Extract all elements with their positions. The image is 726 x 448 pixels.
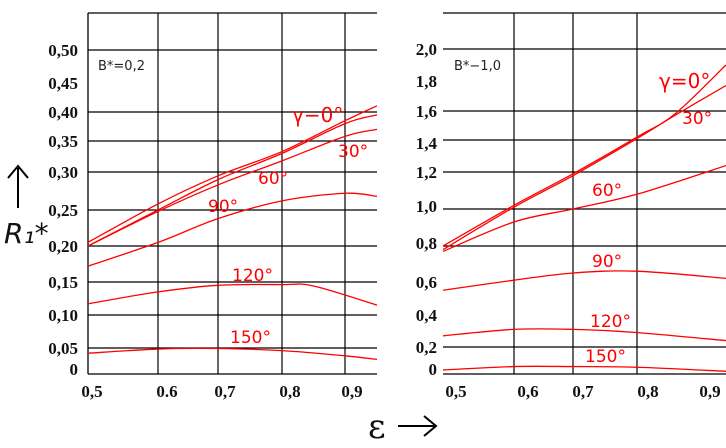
series-label: γ=0° (659, 69, 710, 93)
series-line-30deg (442, 84, 726, 251)
series-label: 120° (590, 312, 631, 332)
series-label: 30° (338, 142, 368, 162)
y-tick-label: 1,4 (416, 134, 438, 153)
y-tick-label: 0,35 (48, 132, 78, 151)
y-tick-label: 1,2 (416, 163, 437, 182)
series-label: 30° (682, 109, 712, 129)
series-label: γ−0° (292, 103, 343, 127)
x-axis-arrowhead-icon (423, 415, 438, 437)
x-axis-label: ε (368, 407, 386, 447)
series-line-150deg (442, 365, 726, 372)
series-line-150deg (87, 347, 378, 361)
y-tick-label: 0,6 (416, 273, 437, 292)
y-axis-label: R₁* (4, 217, 49, 250)
series-label: 90° (208, 197, 238, 217)
y-tick-label: 1,8 (416, 72, 437, 91)
chart-panel-1: 0,5 0.6 0,7 0,8 0,9 0,50 0,45 0,40 0,35 0,30 0,25 0… (48, 12, 378, 401)
y-tick-label: 0,2 (416, 338, 437, 357)
x-tick-label: 0,8 (637, 382, 658, 401)
x-tick-label: 0.6 (156, 382, 177, 401)
y-tick-label: 0,8 (416, 234, 437, 253)
series-label: 150° (230, 328, 271, 348)
series-label: 90° (592, 252, 622, 272)
series-label: 120° (232, 266, 273, 286)
series-line-0deg (87, 105, 378, 243)
y-tick-label: 0,30 (48, 163, 78, 182)
chart-panel-2: 0,5 0,6 0,7 0,8 0,9 2,0 1,8 1,6 1,4 1,2 1,0 0,8 0,6 0… (416, 12, 726, 401)
x-tick-label: 0,9 (341, 382, 362, 401)
series-line-60deg (442, 164, 726, 253)
series-label: 60° (258, 169, 288, 189)
series-line-120deg (87, 283, 378, 306)
x-tick-label: 0,9 (699, 382, 720, 401)
y-tick-label: 0,25 (48, 201, 78, 220)
series-line-90deg (87, 192, 378, 267)
x-tick-label: 0,5 (81, 382, 102, 401)
y-axis-title: R₁* (4, 164, 49, 250)
y-tick-label: 0,40 (48, 103, 78, 122)
y-tick-label: 1,6 (416, 102, 437, 121)
series-line-60deg (87, 128, 378, 247)
y-tick-label: 0 (429, 360, 438, 379)
x-axis-title: ε (368, 407, 438, 447)
y-tick-label: 1,0 (416, 197, 437, 216)
y-tick-label: 0,50 (48, 41, 78, 60)
x-tick-label: 0,5 (445, 382, 466, 401)
series-label: 60° (592, 181, 622, 201)
series-label: 150° (585, 347, 626, 367)
y-tick-label: 0,4 (416, 306, 438, 325)
parameter-annotation: B*−1,0 (454, 59, 501, 74)
series-line-120deg (442, 328, 726, 342)
series-line-0deg (442, 64, 726, 247)
x-tick-label: 0,7 (214, 382, 236, 401)
y-tick-label: 2,0 (416, 40, 437, 59)
y-tick-label: 0,45 (48, 74, 78, 93)
y-tick-label: 0 (70, 360, 79, 379)
y-tick-label: 0,05 (48, 339, 78, 358)
x-tick-label: 0,7 (572, 382, 594, 401)
y-tick-label: 0,10 (48, 306, 78, 325)
x-tick-label: 0,6 (517, 382, 538, 401)
series-line-30deg (87, 114, 378, 247)
y-tick-label: 0,20 (48, 237, 78, 256)
y-axis-arrowhead-icon (7, 164, 29, 179)
series-line-90deg (442, 270, 726, 291)
parameter-annotation: B*=0,2 (98, 59, 145, 74)
x-tick-label: 0,8 (279, 382, 300, 401)
y-tick-label: 0,15 (48, 273, 78, 292)
